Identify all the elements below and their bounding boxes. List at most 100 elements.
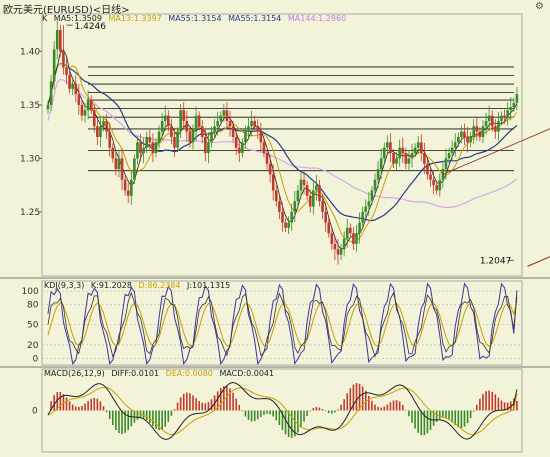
candle-body: [250, 120, 253, 127]
candle-body: [102, 120, 105, 127]
candle-body: [364, 206, 368, 212]
candle-body: [358, 222, 361, 234]
macd-diff-label: DIFF:0.0101: [111, 369, 160, 378]
candle-body: [253, 120, 256, 127]
candle-body: [170, 126, 173, 137]
macd-title: MACD(26,12,9): [44, 369, 105, 378]
candle-body: [355, 233, 358, 244]
candle-body: [241, 142, 244, 154]
candle-body: [296, 190, 300, 202]
candle-body: [302, 179, 306, 186]
candle-body: [342, 238, 346, 250]
candle-body: [182, 110, 186, 121]
candle-body: [46, 104, 50, 110]
candle-body: [373, 179, 377, 191]
candle-body: [497, 120, 500, 132]
low-annotation: 1.2047: [480, 256, 512, 266]
candle-body: [99, 126, 102, 137]
candle-body: [77, 94, 81, 105]
macd-value-label: MACD:0.0041: [219, 369, 275, 378]
candle-body: [336, 249, 340, 255]
candle-body: [515, 94, 519, 103]
price-panel-frame: [41, 13, 523, 277]
kdj-y-tick-label: 0: [33, 354, 39, 364]
candle-body: [404, 153, 408, 164]
candle-body: [244, 131, 247, 143]
candle-body: [484, 120, 488, 127]
candle-body: [475, 126, 479, 132]
candle-body: [126, 190, 130, 196]
candle-body: [111, 147, 115, 159]
candle-body: [222, 110, 226, 116]
kdj-k-label: K:91.2028: [90, 281, 132, 290]
kdj-y-tick-label: 50: [27, 321, 39, 331]
candle-body: [478, 131, 482, 137]
candle-body: [89, 99, 93, 111]
candle-body: [281, 211, 284, 223]
trendline: [527, 256, 550, 267]
candle-body: [460, 131, 463, 137]
candle-body: [234, 136, 238, 148]
macd-diff-line: [47, 381, 518, 440]
candle-body: [136, 142, 139, 159]
candle-body: [361, 211, 364, 223]
candle-body: [284, 222, 287, 228]
candle-body: [438, 179, 442, 191]
candle-body: [370, 190, 374, 202]
candle-body: [207, 142, 210, 154]
candle-body: [512, 102, 516, 108]
candle-body: [80, 104, 84, 116]
candle-body: [62, 51, 65, 68]
candle-body: [401, 147, 405, 154]
candle-body: [333, 243, 337, 250]
candle-body: [376, 169, 380, 180]
kdj-d-label: D:86.2384: [138, 281, 181, 290]
candle-body: [160, 120, 164, 132]
candle-body: [265, 153, 269, 164]
kdj-k-line: [47, 291, 518, 358]
kdj-j-line: [47, 282, 518, 366]
macd-legend: MACD(26,12,9) DIFF:0.0101 DEA:0.0080 MAC…: [44, 369, 278, 379]
candle-body: [312, 190, 315, 207]
candle-body: [472, 126, 476, 137]
candle-body: [216, 120, 219, 127]
kdj-d-line: [47, 300, 518, 347]
macd-panel-frame: [41, 368, 523, 453]
candle-body: [490, 115, 494, 127]
settings-icon[interactable]: ⚙: [535, 1, 544, 12]
candle-body: [339, 249, 343, 255]
ma5-label: MA5:1.3509: [53, 14, 102, 23]
price-y-tick-label: 1.30: [20, 154, 40, 164]
candle-body: [494, 126, 497, 132]
kdj-y-tick-label: 20: [27, 341, 39, 351]
candle-body: [287, 222, 290, 228]
candle-body: [392, 153, 395, 164]
ma144-label: MA144:1.2860: [287, 14, 347, 23]
candle-body: [308, 195, 312, 207]
candle-body: [225, 110, 229, 121]
price-y-tick-label: 1.40: [20, 47, 40, 57]
price-y-tick-label: 1.25: [20, 208, 40, 218]
candle-body: [148, 136, 152, 143]
candle-body: [185, 120, 189, 132]
candle-body: [453, 142, 457, 148]
candle-body: [349, 227, 352, 234]
candle-body: [389, 142, 392, 154]
candle-body: [432, 179, 435, 186]
candle-body: [426, 163, 429, 175]
candle-body: [290, 211, 294, 223]
candle-body: [83, 110, 87, 116]
candle-body: [68, 74, 71, 89]
candle-body: [133, 158, 136, 180]
candle-body: [145, 136, 149, 148]
candle-body: [509, 107, 513, 111]
candle-body: [219, 115, 223, 121]
candle-body: [55, 30, 59, 50]
candle-body: [117, 158, 121, 170]
candle-body: [395, 158, 398, 164]
candle-body: [120, 158, 124, 180]
candle-body: [367, 201, 371, 207]
candle-body: [200, 126, 204, 137]
candle-body: [423, 153, 426, 164]
candle-body: [231, 126, 235, 137]
